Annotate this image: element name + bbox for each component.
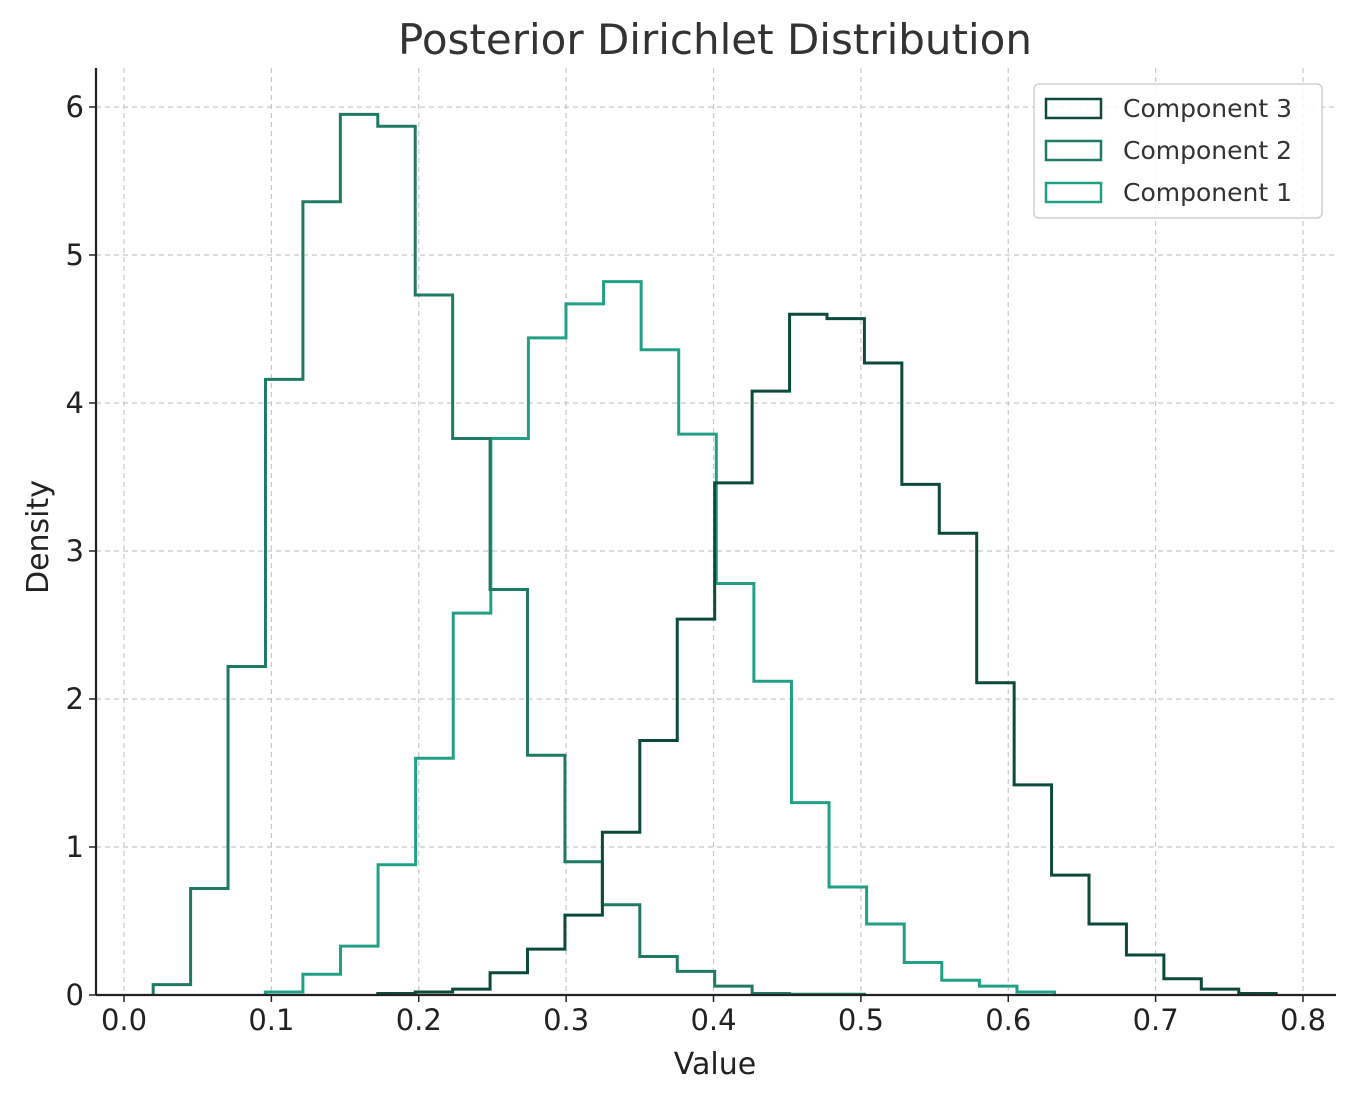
series-layer (151, 112, 1278, 996)
y-tick-label: 2 (66, 682, 84, 716)
legend-swatch (1044, 139, 1103, 162)
legend-label: Component 1 (1123, 178, 1292, 207)
legend-frame (1033, 83, 1323, 219)
x-tick-label: 0.0 (101, 1003, 147, 1037)
series-component-1 (263, 280, 1057, 995)
x-tick-label: 0.6 (985, 1003, 1031, 1037)
y-tick-label: 6 (66, 90, 84, 124)
axes (94, 68, 1336, 997)
series-component-3 (376, 312, 1278, 996)
legend-swatch (1044, 181, 1103, 204)
y-tick-label: 3 (66, 534, 84, 568)
x-tick-label: 0.5 (838, 1003, 884, 1037)
legend: Component 3 Component 2 Component 1 (1033, 83, 1323, 219)
chart-title: Posterior Dirichlet Distribution (398, 15, 1032, 64)
y-tick-label: 1 (66, 830, 84, 864)
legend-label: Component 2 (1123, 136, 1292, 165)
series-component-2 (151, 112, 866, 996)
x-axis-label: Value (674, 1047, 756, 1082)
y-tick-label: 5 (66, 238, 84, 272)
x-tick-label: 0.7 (1133, 1003, 1179, 1037)
x-ticks: 0.0 0.1 0.2 0.3 0.4 0.5 0.6 0.7 0.8 (101, 995, 1326, 1037)
legend-label: Component 3 (1123, 94, 1292, 123)
y-axis-label: Density (21, 480, 56, 594)
x-tick-label: 0.2 (396, 1003, 442, 1037)
legend-swatch (1044, 97, 1103, 120)
x-tick-label: 0.4 (690, 1003, 736, 1037)
x-tick-label: 0.8 (1280, 1003, 1326, 1037)
y-tick-label: 4 (66, 386, 84, 420)
x-tick-label: 0.1 (248, 1003, 294, 1037)
x-tick-label: 0.3 (543, 1003, 589, 1037)
y-tick-label: 0 (66, 978, 84, 1012)
y-ticks: 0 1 2 3 4 5 6 (66, 90, 96, 1012)
